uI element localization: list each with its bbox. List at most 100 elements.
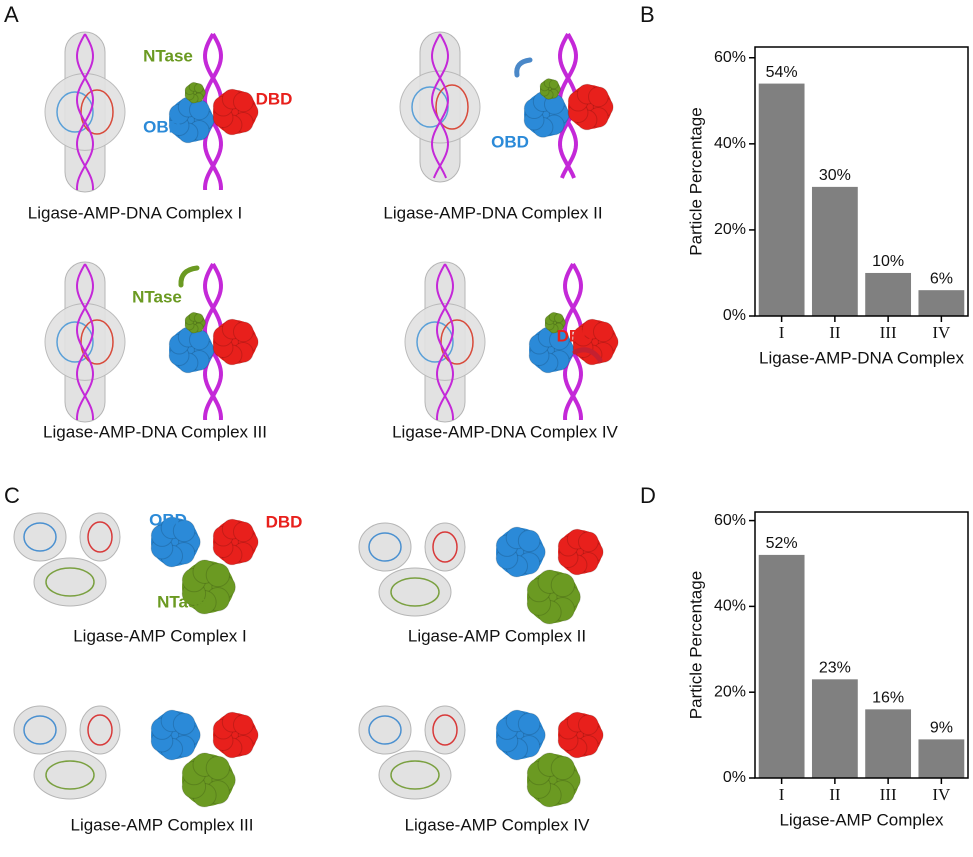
y-tick-label: 60%: [714, 49, 746, 66]
value-label: 6%: [930, 270, 953, 287]
arrow: [514, 57, 533, 78]
density-map: [358, 705, 412, 755]
domain-label: OBD: [491, 132, 529, 151]
panel-label: A: [4, 2, 19, 27]
protein-domain: [205, 755, 231, 781]
ribbon-model: [368, 532, 402, 562]
protein-domain: [193, 313, 204, 324]
domain-label: DBD: [266, 512, 303, 531]
dna: [430, 33, 449, 179]
arrow: [178, 265, 200, 288]
dna: [436, 263, 455, 421]
density-map: [399, 70, 481, 144]
protein-domain: [577, 531, 599, 553]
ribbon-model: [23, 715, 57, 745]
y-tick-label: 0%: [723, 769, 746, 786]
protein-domain: [172, 712, 196, 736]
density-map: [378, 567, 452, 617]
x-tick-label: III: [880, 785, 897, 804]
domain-label: NTase: [157, 592, 207, 611]
protein-domain: [550, 572, 576, 598]
x-tick-label: III: [880, 323, 897, 342]
bar: [758, 554, 805, 778]
arrow: [572, 347, 603, 363]
bar: [865, 709, 912, 778]
ribbon-model: [23, 522, 57, 552]
protein-domain: [517, 529, 541, 553]
caption: Ligase-AMP-DNA Complex II: [383, 203, 602, 222]
dna: [431, 33, 450, 179]
dna: [75, 33, 94, 191]
value-label: 23%: [819, 660, 851, 677]
density-map: [79, 705, 121, 755]
protein-domain: [550, 755, 576, 781]
density-map: [33, 750, 107, 800]
x-tick-label: I: [779, 323, 785, 342]
density-map: [13, 512, 67, 562]
protein-domain: [577, 714, 599, 736]
protein-domain: [232, 321, 254, 343]
bar: [865, 272, 912, 316]
ribbon-model: [432, 531, 458, 563]
protein-domain: [548, 79, 559, 90]
ribbon-model: [56, 91, 94, 133]
bar: [918, 290, 965, 316]
dna: [75, 263, 94, 421]
panel-label: B: [640, 2, 655, 27]
density-map: [378, 750, 452, 800]
density-map: [424, 522, 466, 572]
ribbon-model: [45, 567, 95, 597]
caption: Ligase-AMP-DNA Complex III: [43, 422, 267, 441]
y-tick-label: 0%: [723, 307, 746, 324]
value-label: 9%: [930, 720, 953, 737]
x-tick-label: II: [829, 323, 841, 342]
domain-label: NTase: [143, 46, 193, 65]
ribbon-model: [87, 714, 113, 746]
x-axis-label: Ligase-AMP-DNA Complex: [759, 348, 965, 367]
protein-domain: [232, 91, 254, 113]
protein-domain: [553, 313, 564, 324]
panel-label: D: [640, 483, 656, 508]
protein-domain: [232, 521, 254, 543]
dna: [76, 263, 95, 421]
ribbon-model: [440, 319, 474, 365]
y-tick-label: 40%: [714, 598, 746, 615]
caption: Ligase-AMP-DNA Complex IV: [392, 422, 618, 441]
protein-domain: [232, 714, 254, 736]
ribbon-model: [390, 577, 440, 607]
x-tick-label: IV: [932, 785, 951, 804]
y-tick-label: 60%: [714, 512, 746, 529]
y-axis-label: Particle Percentage: [686, 107, 705, 255]
domain-label: DBD: [256, 89, 293, 108]
x-axis-label: Ligase-AMP Complex: [779, 810, 944, 829]
caption: Ligase-AMP Complex II: [408, 626, 586, 645]
domain-label: NTase: [132, 287, 182, 306]
caption: Ligase-AMP Complex III: [71, 815, 254, 834]
value-label: 16%: [872, 690, 904, 707]
density-map: [79, 512, 121, 562]
caption: Ligase-AMP Complex IV: [405, 815, 591, 834]
y-tick-label: 20%: [714, 683, 746, 700]
value-label: 54%: [766, 64, 798, 81]
density-map: [358, 522, 412, 572]
protein-domain: [517, 712, 541, 736]
x-tick-label: IV: [932, 323, 951, 342]
y-tick-label: 40%: [714, 135, 746, 152]
bar: [811, 186, 858, 316]
ribbon-model: [80, 319, 114, 365]
protein-domain: [172, 519, 196, 543]
domain-label: OBD: [149, 510, 187, 529]
protein-domain: [193, 83, 204, 94]
ribbon-model: [432, 714, 458, 746]
bar: [758, 83, 805, 316]
protein-domain: [592, 321, 614, 343]
protein-domain: [205, 562, 231, 588]
ribbon-model: [390, 760, 440, 790]
ribbon-model: [368, 715, 402, 745]
x-tick-label: I: [779, 785, 785, 804]
value-label: 30%: [819, 167, 851, 184]
value-label: 52%: [766, 535, 798, 552]
protein-domain: [587, 86, 609, 108]
plot-frame: [754, 46, 969, 317]
